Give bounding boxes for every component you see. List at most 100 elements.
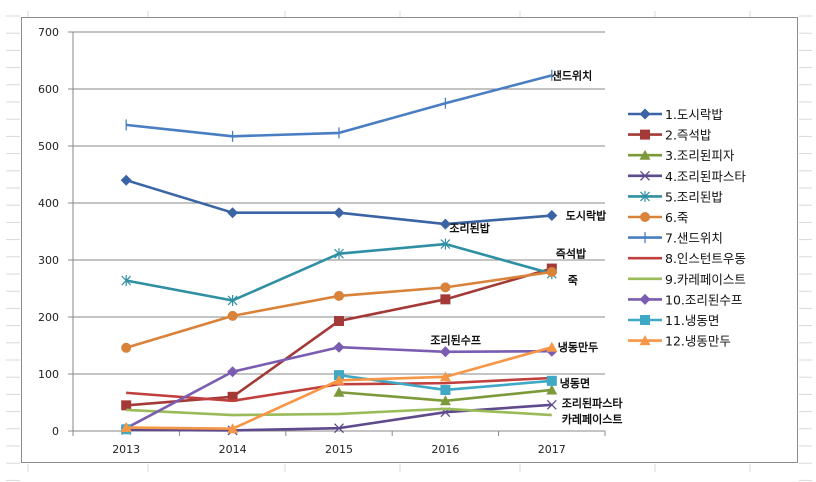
data-point [546, 266, 557, 277]
x-tick-label: 2015 [325, 443, 353, 456]
legend-item-3[interactable]: 3.조리된피자 [628, 148, 735, 163]
data-point [121, 275, 132, 287]
data-point [121, 342, 132, 353]
chart-frame [21, 17, 798, 463]
data-point [546, 384, 558, 395]
data-point [333, 374, 345, 385]
legend-marker [639, 149, 651, 160]
data-point [227, 423, 239, 434]
y-tick-label: 600 [38, 83, 59, 96]
series-1 [120, 174, 558, 230]
data-point [333, 386, 345, 397]
x-tick-label: 2017 [538, 443, 566, 456]
data-point [546, 375, 557, 386]
legend-item-10[interactable]: 10.조리된수프 [628, 292, 742, 307]
data-point-stroke [546, 399, 557, 410]
legend-item-8[interactable]: 8.인스턴트우동 [628, 251, 746, 266]
legend-label: 1.도시락밥 [665, 107, 723, 122]
data-annotation: 조리된파스타 [562, 396, 624, 410]
data-point [334, 248, 344, 260]
x-tick-label: 2013 [112, 443, 140, 456]
legend-item-2[interactable]: 2.즉석밥 [628, 128, 712, 143]
data-point [439, 218, 451, 230]
legend-label: 12.냉동만두 [665, 334, 731, 349]
data-annotation: 도시락밥 [566, 209, 606, 223]
legend-label: 5.조리된밥 [665, 189, 723, 204]
series-4 [121, 399, 557, 436]
legend-marker [640, 170, 650, 181]
series-line [125, 270, 552, 350]
data-point [227, 294, 238, 306]
legend[interactable]: 1.도시락밥 2.즉석밥 3.조리된피자 4.조리된파스타 5.조리된밥 6.죽 7.샌드위… [628, 107, 746, 349]
legend-label: 2.즉석밥 [665, 128, 712, 143]
data-point [121, 400, 132, 411]
data-point [546, 399, 557, 410]
data-point [546, 341, 558, 352]
series-6 [121, 266, 557, 353]
y-tick-label: 500 [38, 140, 59, 153]
legend-label: 10.조리된수프 [665, 292, 742, 307]
data-annotation: 조리된밥 [449, 221, 489, 235]
legend-marker [640, 315, 650, 325]
data-point [334, 290, 344, 301]
data-point [439, 371, 451, 382]
legend-item-7[interactable]: 7.샌드위치 [628, 231, 723, 246]
data-annotation: 냉동만두 [558, 340, 598, 354]
legend-item-12[interactable]: 12.냉동만두 [628, 334, 731, 349]
series-line [126, 74, 553, 138]
legend-label: 9.카레페이스트 [665, 272, 746, 287]
data-point-stroke [334, 423, 344, 434]
data-point [120, 174, 132, 186]
y-tick-label: 200 [38, 311, 59, 324]
data-point [120, 422, 132, 433]
series-7 [125, 69, 553, 142]
series-layer [120, 69, 558, 436]
legend-label: 6.죽 [665, 210, 688, 225]
legend-item-11[interactable]: 11.냉동면 [628, 313, 719, 328]
data-point [439, 395, 451, 406]
data-point [227, 310, 238, 321]
data-point [334, 315, 344, 326]
data-point [227, 366, 239, 378]
legend-marker [639, 108, 651, 120]
series-9 [126, 407, 552, 417]
axes: 0 100 200 300 400 500 600 700 2013 2014 2015 2016 20… [38, 26, 606, 456]
data-point [440, 238, 451, 250]
series-3 [333, 384, 558, 406]
legend-marker [640, 129, 650, 140]
data-annotation: 카레페이스트 [562, 412, 623, 426]
data-point [440, 294, 451, 305]
legend-marker [639, 335, 651, 346]
data-point [546, 210, 558, 222]
x-tick-label: 2014 [219, 443, 247, 456]
legend-marker [639, 293, 651, 305]
legend-label: 3.조리된피자 [665, 148, 735, 163]
data-annotation: 죽 [568, 274, 578, 287]
data-point [334, 423, 344, 434]
legend-item-9[interactable]: 9.카레페이스트 [628, 272, 746, 287]
y-tick-label: 700 [38, 26, 59, 39]
data-point [227, 391, 238, 402]
y-tick-label: 400 [38, 197, 59, 210]
legend-marker [640, 190, 650, 202]
data-point [333, 341, 345, 353]
series-line [126, 407, 552, 417]
legend-label: 8.인스턴트우동 [665, 251, 746, 266]
series-12 [120, 341, 558, 434]
legend-item-5[interactable]: 5.조리된밥 [628, 189, 723, 204]
data-point [440, 282, 451, 293]
legend-item-6[interactable]: 6.죽 [628, 210, 688, 225]
data-annotation: 조리된수프 [430, 333, 481, 347]
series-line [126, 403, 552, 432]
legend-item-4[interactable]: 4.조리된파스타 [628, 169, 746, 184]
data-point [439, 346, 451, 358]
legend-item-1[interactable]: 1.도시락밥 [628, 107, 723, 122]
y-tick-label: 300 [38, 254, 59, 267]
data-annotation: 샌드위치 [552, 68, 592, 82]
data-point [227, 207, 239, 219]
legend-label: 11.냉동면 [665, 313, 719, 328]
y-tick-label: 100 [38, 368, 59, 381]
